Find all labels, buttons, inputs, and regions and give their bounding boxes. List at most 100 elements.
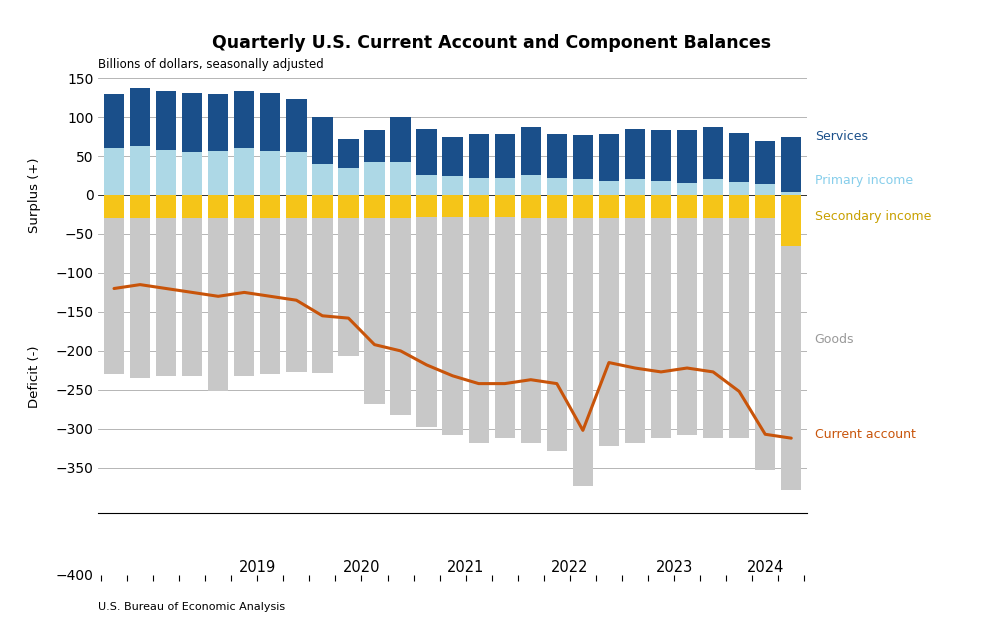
Bar bbox=[234, 148, 255, 195]
Bar bbox=[468, 134, 489, 178]
Bar bbox=[625, 179, 646, 195]
Bar bbox=[521, 195, 541, 218]
Bar bbox=[677, 130, 698, 182]
Bar bbox=[234, 195, 255, 376]
Bar bbox=[182, 93, 203, 152]
Bar bbox=[677, 195, 698, 435]
Bar bbox=[729, 133, 750, 182]
Bar bbox=[495, 195, 515, 438]
Bar bbox=[286, 195, 307, 218]
Bar bbox=[547, 134, 567, 178]
Bar bbox=[703, 127, 723, 179]
Bar bbox=[573, 195, 593, 218]
Bar bbox=[130, 195, 151, 218]
Bar bbox=[677, 182, 698, 195]
Bar bbox=[495, 195, 515, 217]
Bar bbox=[547, 195, 567, 218]
Bar bbox=[598, 134, 619, 181]
Bar bbox=[650, 195, 671, 438]
Text: 2019: 2019 bbox=[239, 560, 276, 575]
Bar bbox=[468, 178, 489, 195]
Text: Quarterly U.S. Current Account and Component Balances: Quarterly U.S. Current Account and Compo… bbox=[213, 34, 771, 52]
Bar bbox=[208, 195, 228, 391]
Bar bbox=[364, 130, 385, 163]
Bar bbox=[338, 195, 358, 357]
Bar bbox=[391, 163, 410, 195]
Bar bbox=[598, 195, 619, 446]
Bar bbox=[755, 195, 775, 470]
Text: Current account: Current account bbox=[815, 428, 915, 441]
Bar bbox=[703, 179, 723, 195]
Bar bbox=[286, 99, 307, 152]
Bar bbox=[364, 195, 385, 218]
Bar bbox=[650, 181, 671, 195]
Bar bbox=[260, 195, 280, 218]
Bar bbox=[468, 195, 489, 443]
Bar bbox=[208, 94, 228, 151]
Text: Secondary income: Secondary income bbox=[815, 210, 931, 223]
Bar bbox=[547, 195, 567, 451]
Bar bbox=[781, 195, 801, 245]
Bar bbox=[443, 195, 462, 217]
Bar bbox=[416, 176, 437, 195]
Text: 2022: 2022 bbox=[551, 560, 588, 575]
Bar bbox=[338, 139, 358, 167]
Bar bbox=[312, 117, 333, 164]
Text: 2020: 2020 bbox=[342, 560, 380, 575]
Bar bbox=[130, 146, 151, 195]
Bar bbox=[495, 178, 515, 195]
Bar bbox=[755, 141, 775, 184]
Bar bbox=[312, 164, 333, 195]
Bar bbox=[104, 148, 124, 195]
Bar bbox=[729, 182, 750, 195]
Bar bbox=[703, 195, 723, 438]
Text: Services: Services bbox=[815, 130, 868, 143]
Text: Surplus (+): Surplus (+) bbox=[28, 158, 41, 233]
Text: 2021: 2021 bbox=[447, 560, 484, 575]
Bar bbox=[312, 195, 333, 218]
Bar bbox=[729, 195, 750, 438]
Bar bbox=[416, 195, 437, 427]
Bar bbox=[468, 195, 489, 217]
Bar bbox=[781, 192, 801, 195]
Bar bbox=[364, 163, 385, 195]
Bar bbox=[104, 94, 124, 148]
Bar bbox=[416, 129, 437, 176]
Bar bbox=[155, 91, 176, 150]
Bar bbox=[625, 195, 646, 443]
Bar bbox=[573, 195, 593, 486]
Bar bbox=[155, 195, 176, 376]
Bar bbox=[625, 129, 646, 179]
Text: 2023: 2023 bbox=[655, 560, 693, 575]
Bar bbox=[521, 195, 541, 443]
Text: Billions of dollars, seasonally adjusted: Billions of dollars, seasonally adjusted bbox=[98, 58, 324, 71]
Bar bbox=[130, 195, 151, 378]
Bar bbox=[182, 195, 203, 218]
Bar bbox=[260, 93, 280, 151]
Bar bbox=[104, 195, 124, 218]
Bar bbox=[234, 90, 255, 148]
Bar bbox=[521, 176, 541, 195]
Bar bbox=[338, 195, 358, 218]
Text: 2024: 2024 bbox=[747, 560, 784, 575]
Bar bbox=[182, 152, 203, 195]
Bar bbox=[650, 130, 671, 181]
Bar bbox=[416, 195, 437, 217]
Bar bbox=[260, 195, 280, 375]
Bar bbox=[155, 150, 176, 195]
Text: U.S. Bureau of Economic Analysis: U.S. Bureau of Economic Analysis bbox=[98, 602, 285, 612]
Bar bbox=[391, 195, 410, 218]
Bar bbox=[130, 88, 151, 146]
Bar bbox=[598, 181, 619, 195]
Bar bbox=[703, 195, 723, 218]
Bar bbox=[234, 195, 255, 218]
Bar bbox=[286, 152, 307, 195]
Bar bbox=[598, 195, 619, 218]
Bar bbox=[286, 195, 307, 372]
Bar bbox=[155, 195, 176, 218]
Bar bbox=[208, 151, 228, 195]
Text: Deficit (-): Deficit (-) bbox=[28, 345, 41, 408]
Bar bbox=[755, 184, 775, 195]
Bar bbox=[443, 137, 462, 176]
Text: Goods: Goods bbox=[815, 332, 854, 345]
